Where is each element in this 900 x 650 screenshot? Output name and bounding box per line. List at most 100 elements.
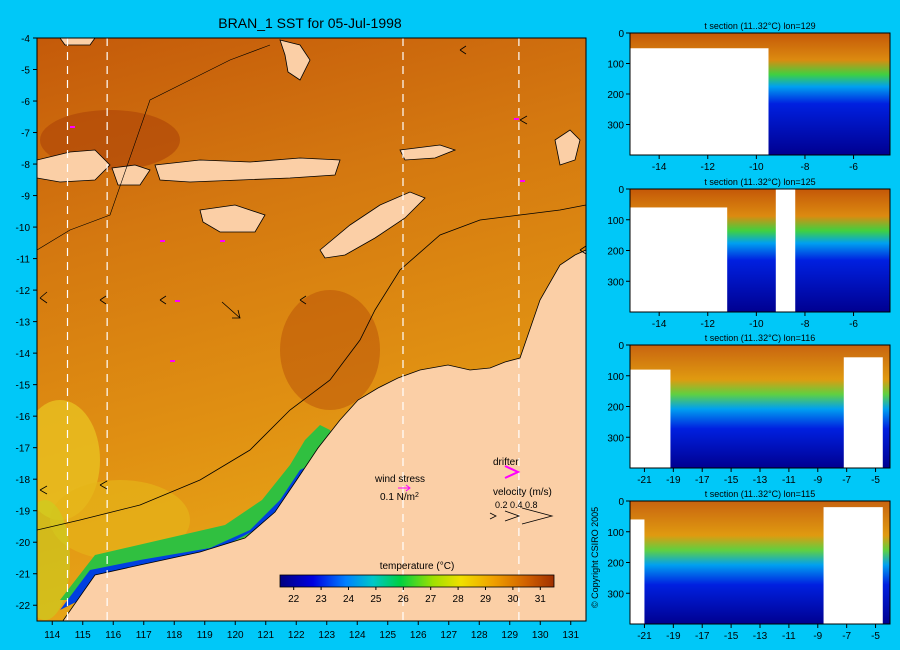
drifter-marker: [170, 360, 175, 362]
section-y-tick-label: 300: [607, 589, 624, 600]
section-x-tick-label: -15: [724, 475, 739, 486]
cool-patch: [37, 500, 70, 620]
section-x-tick-label: -11: [782, 631, 796, 642]
lat-tick-label: -16: [16, 412, 31, 423]
tanimbar-island: [554, 129, 581, 166]
section-y-tick-label: 100: [607, 60, 624, 71]
section-panel: t section (11..32°C) lon=125 -14 -12 -10 -8 -…: [607, 177, 891, 330]
section-x-tick-label: -17: [695, 475, 710, 486]
section-x-tick-label: -10: [749, 319, 764, 330]
lon-tick-label: 118: [166, 630, 182, 641]
lat-tick-label: -5: [21, 66, 30, 77]
lon-tick-label: 115: [75, 630, 91, 641]
section-x-tick-label: -15: [724, 631, 739, 642]
lon-tick-label: 127: [440, 630, 457, 641]
wind-arrow: [519, 115, 528, 125]
sulawesi-island: [279, 39, 311, 81]
lat-tick-label: -20: [16, 538, 31, 549]
section-x-tick-label: -9: [813, 631, 822, 642]
lat-tick-label: -15: [16, 381, 31, 392]
section-x-tick-label: -7: [842, 631, 851, 642]
lat-tick-label: -17: [16, 444, 31, 455]
drifter-marker: [514, 118, 519, 120]
colorbar-tick-label: 27: [425, 594, 437, 605]
seabed-mask: [630, 369, 671, 468]
section-y-tick-label: 200: [607, 90, 624, 101]
seabed-mask: [630, 48, 769, 155]
section-y-tick-label: 0: [618, 29, 624, 40]
drifter-marker: [160, 240, 165, 242]
drifter-marker: [520, 180, 525, 182]
lon-tick-label: 129: [501, 630, 518, 641]
coastal-cold-band: [60, 425, 340, 600]
lon-tick-label: 128: [471, 630, 488, 641]
section-x-tick-label: -17: [695, 631, 710, 642]
copyright-text: © Copyright CSIRO 2005: [590, 507, 600, 608]
section-y-tick-label: 300: [607, 121, 624, 132]
lat-tick-label: -14: [16, 349, 31, 360]
wind-arrow: [579, 245, 586, 255]
section-y-tick-label: 300: [607, 433, 624, 444]
lon-tick-label: 124: [349, 630, 366, 641]
timor-island: [319, 191, 426, 259]
velocity-label: velocity (m/s): [493, 487, 552, 498]
lat-tick-label: -18: [16, 475, 31, 486]
section-x-tick-label: -21: [637, 475, 652, 486]
section-y-tick-label: 100: [607, 216, 624, 227]
colorbar-label: temperature (°C): [380, 561, 455, 572]
section-panel: t section (11..32°C) lon=116 -21 -19 -17 -15…: [607, 333, 891, 486]
lon-tick-label: 116: [105, 630, 121, 641]
lat-tick-label: -6: [21, 97, 30, 108]
java-island: [37, 149, 111, 183]
section-y-tick-label: 0: [618, 497, 624, 508]
section-y-tick-label: 100: [607, 528, 624, 539]
lon-tick-label: 123: [318, 630, 335, 641]
map-frame: [36, 37, 587, 622]
section-y-tick-label: 300: [607, 277, 624, 288]
section-x-tick-label: -10: [749, 162, 764, 173]
seabed-mask: [843, 357, 883, 468]
section-title: t section (11..32°C) lon=125: [704, 177, 815, 187]
wind-arrow: [39, 485, 48, 495]
wind-stress-scale-value: 0.1 N/m: [380, 492, 415, 503]
section-x-tick-label: -6: [849, 162, 858, 173]
lat-tick-label: -19: [16, 507, 31, 518]
lat-tick-label: -11: [16, 255, 30, 266]
lat-tick-label: -10: [16, 223, 31, 234]
section-x-tick-label: -8: [801, 319, 810, 330]
lon-tick-label: 125: [379, 630, 396, 641]
section-panels: t section (11..32°C) lon=129 -14 -12 -10 -8 -…: [607, 21, 891, 642]
colorbar-tick-label: 25: [370, 594, 382, 605]
colorbar-tick-label: 24: [343, 594, 355, 605]
wind-arrow: [99, 480, 108, 490]
seabed-mask: [823, 507, 883, 624]
map-lon-axis: 114 115 116 117 118 119 120 121 122 123 124 125 126 1…: [44, 621, 580, 641]
colorbar: [279, 574, 555, 588]
lat-tick-label: -13: [16, 318, 31, 329]
section-title: t section (11..32°C) lon=116: [705, 333, 816, 343]
lat-tick-label: -8: [21, 160, 30, 171]
drifter-marker: [70, 126, 75, 128]
lon-tick-label: 119: [197, 630, 213, 641]
colorbar-ticks: 22 23 24 25 26 27 28 29 30 31: [288, 587, 546, 605]
map-title: BRAN_1 SST for 05-Jul-1998: [218, 15, 402, 31]
section-panel: t section (11..32°C) lon=129 -14 -12 -10 -8 -…: [607, 21, 891, 173]
lat-tick-label: -9: [21, 192, 30, 203]
sst-map: [37, 38, 586, 621]
drifter-marker: [175, 300, 180, 302]
lat-tick-label: -12: [16, 286, 31, 297]
lon-tick-label: 120: [227, 630, 244, 641]
wind-arrow: [221, 301, 241, 319]
colorbar-tick-label: 28: [453, 594, 465, 605]
section-x-tick-label: -13: [753, 631, 768, 642]
section-x-tick-label: -8: [801, 162, 810, 173]
section-x-tick-label: -14: [652, 162, 667, 173]
lat-tick-label: -22: [16, 601, 31, 612]
wind-stress-scale-exponent: 2: [415, 492, 419, 499]
lon-tick-label: 114: [44, 630, 60, 641]
wind-arrow: [459, 45, 467, 55]
section-y-tick-label: 200: [607, 559, 624, 570]
section-x-tick-label: -12: [701, 162, 716, 173]
wind-arrow: [39, 291, 48, 304]
